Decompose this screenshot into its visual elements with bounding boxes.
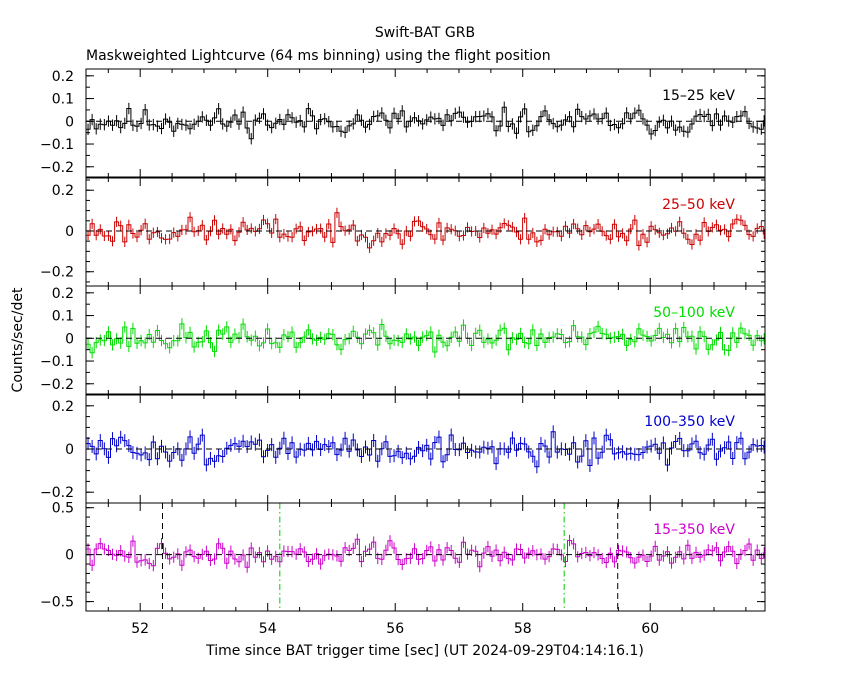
y-tick-label: 0.5 — [52, 501, 74, 517]
panel-frame — [85, 68, 766, 178]
x-tick-label: 60 — [641, 621, 659, 637]
y-tick-label: −0.1 — [40, 354, 74, 370]
y-tick-label: 0 — [65, 442, 74, 458]
y-tick-label: −0.2 — [40, 485, 74, 501]
panel-frame — [85, 502, 766, 612]
panel-0: −0.2 −0.1 0 0.1 0.2 15–25 keV — [40, 68, 766, 178]
chart-title: Swift-BAT GRB — [375, 25, 475, 41]
y-tick-label: 0.2 — [52, 286, 74, 302]
series-line — [86, 538, 765, 568]
y-tick-label: −0.1 — [40, 137, 74, 153]
series-line — [86, 323, 765, 354]
y-tick-label: 0.1 — [52, 309, 74, 325]
y-tick-label: −0.5 — [40, 595, 74, 611]
y-tick-label: 0.1 — [52, 92, 74, 108]
y-axis-label: Counts/sec/det — [10, 287, 26, 392]
band-label: 100–350 keV — [644, 414, 735, 430]
y-tick-label: 0 — [65, 224, 74, 240]
panel-2: −0.2 −0.1 0 0.1 0.2 50–100 keV — [40, 285, 766, 395]
series-line — [86, 106, 765, 140]
x-axis-label: Time since BAT trigger time [sec] (UT 20… — [205, 643, 644, 659]
y-tick-label: 0 — [65, 331, 74, 347]
x-tick-label: 56 — [386, 621, 404, 637]
chart-subtitle: Maskweighted Lightcurve (64 ms binning) … — [86, 48, 551, 64]
panel-4: −0.5 0 0.5 15–350 keV — [40, 501, 766, 612]
series-line — [86, 431, 765, 468]
y-tick-label: 0.2 — [52, 399, 74, 415]
band-label: 50–100 keV — [653, 305, 735, 321]
panels: −0.2 −0.1 0 0.1 0.2 15–25 keV −0.2 0 0.2 25–50 ke… — [40, 68, 766, 637]
band-label: 15–350 keV — [653, 522, 735, 538]
y-tick-label: −0.2 — [40, 160, 74, 176]
x-tick-label: 54 — [259, 621, 277, 637]
panel-1: −0.2 0 0.2 25–50 keV — [40, 177, 766, 287]
y-tick-label: 0.2 — [52, 183, 74, 199]
x-tick-label: 52 — [131, 621, 149, 637]
y-tick-label: 0 — [65, 114, 74, 130]
panel-3: −0.2 0 0.2 100–350 keV — [40, 394, 766, 504]
y-tick-label: 0 — [65, 548, 74, 564]
y-tick-label: 0.2 — [52, 69, 74, 85]
x-tick-label: 58 — [514, 621, 532, 637]
y-tick-label: −0.2 — [40, 377, 74, 393]
panel-frame — [85, 285, 766, 395]
band-label: 15–25 keV — [662, 88, 735, 104]
band-label: 25–50 keV — [662, 197, 735, 213]
y-tick-label: −0.2 — [40, 265, 74, 281]
series-line — [86, 212, 765, 249]
